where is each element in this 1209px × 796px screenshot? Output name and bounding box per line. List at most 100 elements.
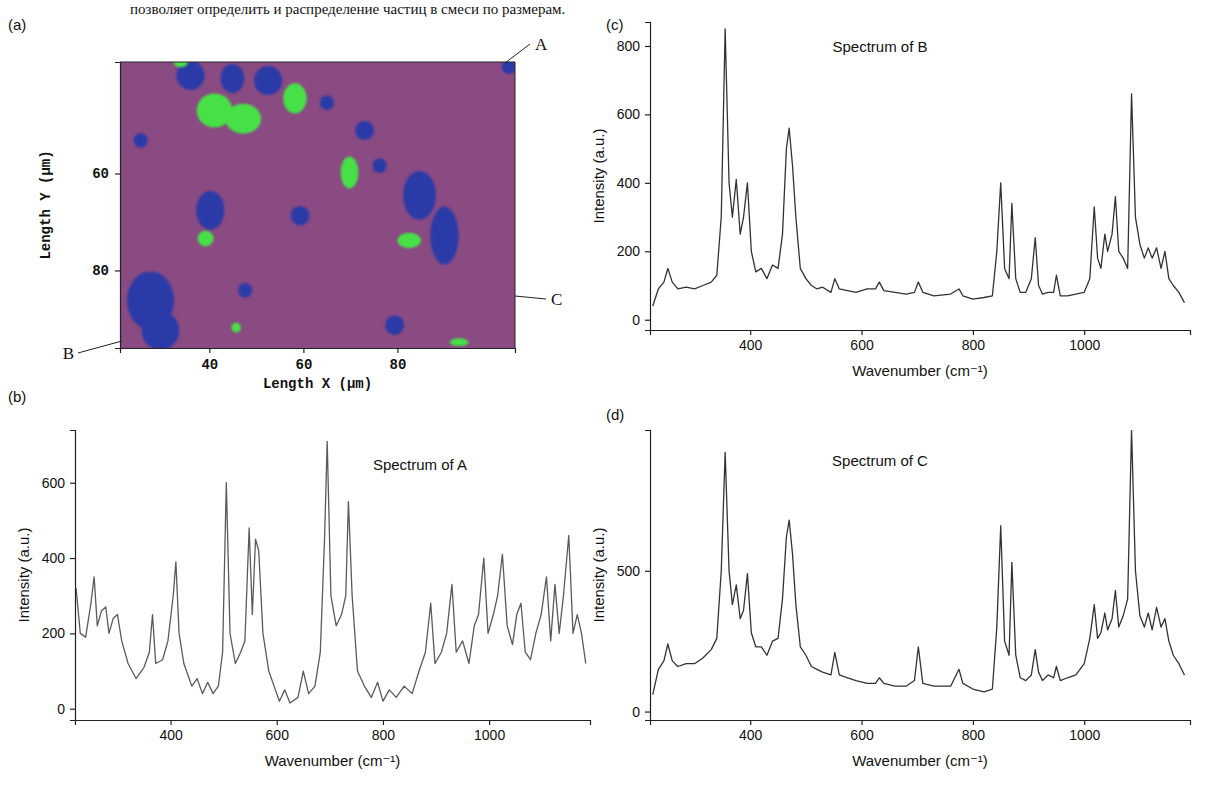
tick-label: 400 <box>617 175 641 191</box>
map-region <box>225 104 261 134</box>
tick: 800 <box>962 720 986 743</box>
tick-label: 800 <box>617 38 641 54</box>
plot-title: Spectrum of A <box>373 456 467 473</box>
x-axis-title: Wavenumber (cm⁻¹) <box>852 752 988 769</box>
map-region <box>254 66 282 95</box>
tick: 40 <box>201 348 218 373</box>
map-region <box>320 95 334 110</box>
tick-mark <box>861 330 862 335</box>
tick-label: 800 <box>962 337 986 353</box>
tick: 600 <box>850 720 874 743</box>
x-axis-title: Wavenumber (cm⁻¹) <box>265 752 401 769</box>
tick-label: 0 <box>632 312 640 328</box>
plot-title: Spectrum of B <box>832 38 927 55</box>
tick-label: 1000 <box>474 727 505 743</box>
tick: 800 <box>962 330 986 353</box>
panel-label: (a) <box>8 16 26 33</box>
tick: 1000 <box>1069 720 1100 743</box>
leader-line <box>505 44 530 63</box>
tick-label: 60 <box>92 166 109 182</box>
axis: 0200400600800 <box>617 23 651 331</box>
spectrum-line <box>76 441 586 703</box>
panel-label: (d) <box>606 406 624 423</box>
tick-label: 400 <box>739 727 763 743</box>
annotation: B <box>63 344 74 363</box>
x-axis-title: Wavenumber (cm⁻¹) <box>852 362 988 379</box>
tick: 800 <box>617 38 650 54</box>
plot-area <box>76 441 586 703</box>
tick-label: 800 <box>962 727 986 743</box>
tick-mark <box>397 348 398 353</box>
tick-mark <box>1084 720 1085 725</box>
map-region <box>403 171 436 219</box>
tick-label: 1000 <box>1069 337 1100 353</box>
tick-mark <box>70 633 75 634</box>
tick-label: 1000 <box>1069 727 1100 743</box>
map-region <box>385 316 404 335</box>
tick-label: 80 <box>390 357 407 373</box>
map-region <box>450 338 469 346</box>
tick: 1000 <box>1069 330 1100 353</box>
axis: 4006008001000 <box>76 720 591 743</box>
tick: 600 <box>42 475 75 491</box>
tick-mark <box>115 173 120 174</box>
plot-title: Spectrum of C <box>832 452 928 469</box>
tick-mark <box>750 330 751 335</box>
tick-label: 400 <box>739 337 763 353</box>
axis: 60 80 <box>92 63 120 349</box>
tick: 600 <box>850 330 874 353</box>
map-region <box>397 233 421 249</box>
tick: 0 <box>632 312 650 328</box>
axis: 400 600 800 1000 <box>651 720 1191 743</box>
axis: 0200400600 <box>42 431 76 721</box>
y-axis-title: Length Y (µm) <box>38 150 54 259</box>
map-region <box>291 206 310 225</box>
tick-label: 400 <box>42 550 66 566</box>
tick: 200 <box>42 625 75 641</box>
tick-mark <box>277 720 278 725</box>
axis-line <box>651 331 1191 336</box>
annotation: A <box>535 35 548 54</box>
axis-line <box>76 721 591 726</box>
tick-label: 600 <box>850 727 874 743</box>
tick: 500 <box>617 563 650 579</box>
map-region <box>198 231 214 247</box>
map-region <box>502 62 515 74</box>
panel-label: (b) <box>8 388 26 405</box>
tick: 400 <box>42 550 75 566</box>
spectrum-line <box>653 29 1185 306</box>
frame-line <box>120 62 515 63</box>
map-region <box>231 323 240 333</box>
axis: 0 500 <box>617 431 651 721</box>
tick: 0 <box>632 704 650 720</box>
page-text: позволяет определить и распределение час… <box>130 1 565 17</box>
map-region <box>238 283 252 298</box>
tick-mark <box>973 330 974 335</box>
tick-label: 500 <box>617 563 641 579</box>
map-region <box>134 133 148 148</box>
tick: 60 <box>92 166 120 182</box>
plot-area <box>653 29 1185 306</box>
tick-label: 0 <box>632 704 640 720</box>
spectrum-line <box>653 430 1185 695</box>
axis-line <box>645 23 651 331</box>
tick-mark <box>70 709 75 710</box>
tick: 600 <box>617 106 650 122</box>
tick-mark <box>645 46 650 47</box>
tick-mark <box>645 114 650 115</box>
axis: 400 600 800 1000 <box>651 330 1191 353</box>
tick-mark <box>861 720 862 725</box>
tick-mark <box>645 320 650 321</box>
x-axis-title: Length X (µm) <box>263 376 372 392</box>
tick-mark <box>489 720 490 725</box>
map-region <box>355 121 374 140</box>
annotation: C <box>551 290 562 309</box>
tick: 400 <box>617 175 650 191</box>
tick-mark <box>115 270 120 271</box>
tick-mark <box>973 720 974 725</box>
axis-line <box>645 431 651 721</box>
tick-label: 60 <box>295 357 312 373</box>
tick-mark <box>1084 330 1085 335</box>
tick-mark <box>645 251 650 252</box>
tick-label: 80 <box>92 263 109 279</box>
